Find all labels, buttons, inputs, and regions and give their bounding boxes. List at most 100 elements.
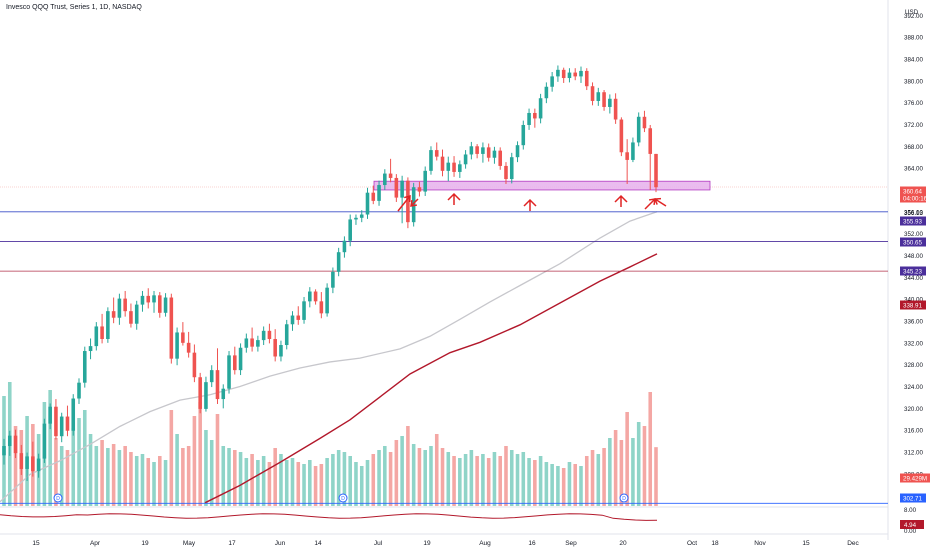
candle-body <box>244 338 249 348</box>
candle-body <box>198 377 202 409</box>
volume-bar <box>313 466 318 506</box>
candle-body <box>509 157 514 180</box>
volume-bar <box>48 390 52 506</box>
volume-bar <box>106 448 110 506</box>
volume-bar <box>238 452 243 506</box>
volume-bar <box>515 454 520 506</box>
candle-body <box>123 298 127 312</box>
candle-body <box>533 112 537 119</box>
arrow-marker <box>523 198 537 211</box>
x-tick-label: 19 <box>423 540 431 547</box>
volume-bar <box>486 458 491 506</box>
candle-body <box>140 295 145 305</box>
dividend-marker <box>619 493 629 503</box>
volume-bar <box>573 464 578 506</box>
price-badge <box>900 216 926 226</box>
candle-body <box>429 150 433 171</box>
volume-bar <box>267 462 272 506</box>
candle-body <box>417 187 422 192</box>
volume-bar <box>169 410 174 506</box>
indicator-tick: 8.00 <box>904 507 917 514</box>
candle-body <box>25 456 29 469</box>
candle-body <box>538 98 543 119</box>
volume-bar <box>198 402 202 506</box>
price-badge-text: 360.64 <box>903 188 922 195</box>
volume-bar <box>181 448 185 506</box>
ma-red-line <box>204 253 658 504</box>
candle-body <box>2 446 6 456</box>
y-tick-label: 328.00 <box>904 362 923 369</box>
volume-bar <box>77 418 81 506</box>
volume-bar <box>134 456 139 506</box>
volume-bar <box>648 392 653 506</box>
candle-body <box>400 180 404 198</box>
candle-body <box>192 352 197 378</box>
candle-body <box>111 311 116 318</box>
candle-body <box>446 162 451 171</box>
volume-bar <box>13 426 18 506</box>
volume-bar <box>521 452 526 506</box>
volume-bar <box>538 456 543 506</box>
volume-bar <box>458 458 462 506</box>
x-tick-label: Dec <box>847 540 859 547</box>
volume-bar <box>377 450 381 506</box>
volume-bar <box>111 444 116 506</box>
candle-body <box>411 187 416 223</box>
candle-body <box>359 214 364 218</box>
x-tick-label: Jul <box>374 540 383 547</box>
y-tick-label: 368.00 <box>904 144 923 151</box>
y-tick-label: 320.00 <box>904 406 923 413</box>
volume-bar <box>608 438 612 506</box>
volume-bar <box>590 450 595 506</box>
x-tick-label: 18 <box>711 540 719 547</box>
volume-bar <box>192 416 197 506</box>
candle-body <box>7 435 12 447</box>
candle-body <box>527 112 531 125</box>
volume-bar <box>123 446 127 506</box>
volume-bar <box>602 448 606 506</box>
candle-body <box>613 98 618 120</box>
candle-body <box>579 70 583 77</box>
candle-body <box>590 86 595 101</box>
volume-bar <box>331 454 335 506</box>
volume-bar <box>498 456 503 506</box>
indicator-tick: 0.00 <box>904 528 917 535</box>
candle-body <box>561 69 566 79</box>
x-tick-label: Nov <box>754 540 766 547</box>
volume-bar <box>619 440 624 506</box>
candle-body <box>157 295 162 313</box>
candle-body <box>117 298 122 318</box>
indicator-value-text: 4.94 <box>904 522 917 529</box>
support-zone <box>373 180 711 191</box>
volume-bar <box>440 448 445 506</box>
volume-bar <box>284 460 289 506</box>
candle-body <box>631 142 635 160</box>
y-tick-label: 376.00 <box>904 100 923 107</box>
volume-bar <box>221 446 226 506</box>
dividend-label: D <box>341 496 345 502</box>
volume-bar <box>475 456 479 506</box>
candle-body <box>88 346 93 352</box>
volume-bar <box>204 430 208 506</box>
y-tick-label: 372.00 <box>904 122 923 129</box>
candle-body <box>452 162 456 172</box>
candle-body <box>169 297 174 359</box>
y-tick-label: 380.00 <box>904 78 923 85</box>
dividend-label: D <box>56 496 60 502</box>
candle-body <box>181 332 185 343</box>
volume-bar <box>596 454 601 506</box>
volume-bar <box>636 422 641 506</box>
volume-bar <box>256 460 260 506</box>
candle-body <box>515 145 520 158</box>
candle-body <box>209 370 214 383</box>
y-tick-label: 384.00 <box>904 56 923 63</box>
volume-bar <box>527 458 531 506</box>
candle-body <box>215 370 220 400</box>
candle-body <box>521 124 526 146</box>
volume-bar <box>186 446 191 506</box>
volume-bar <box>140 454 145 506</box>
candle-body <box>365 192 370 215</box>
y-tick-label: 324.00 <box>904 384 923 391</box>
candle-body <box>256 340 260 347</box>
